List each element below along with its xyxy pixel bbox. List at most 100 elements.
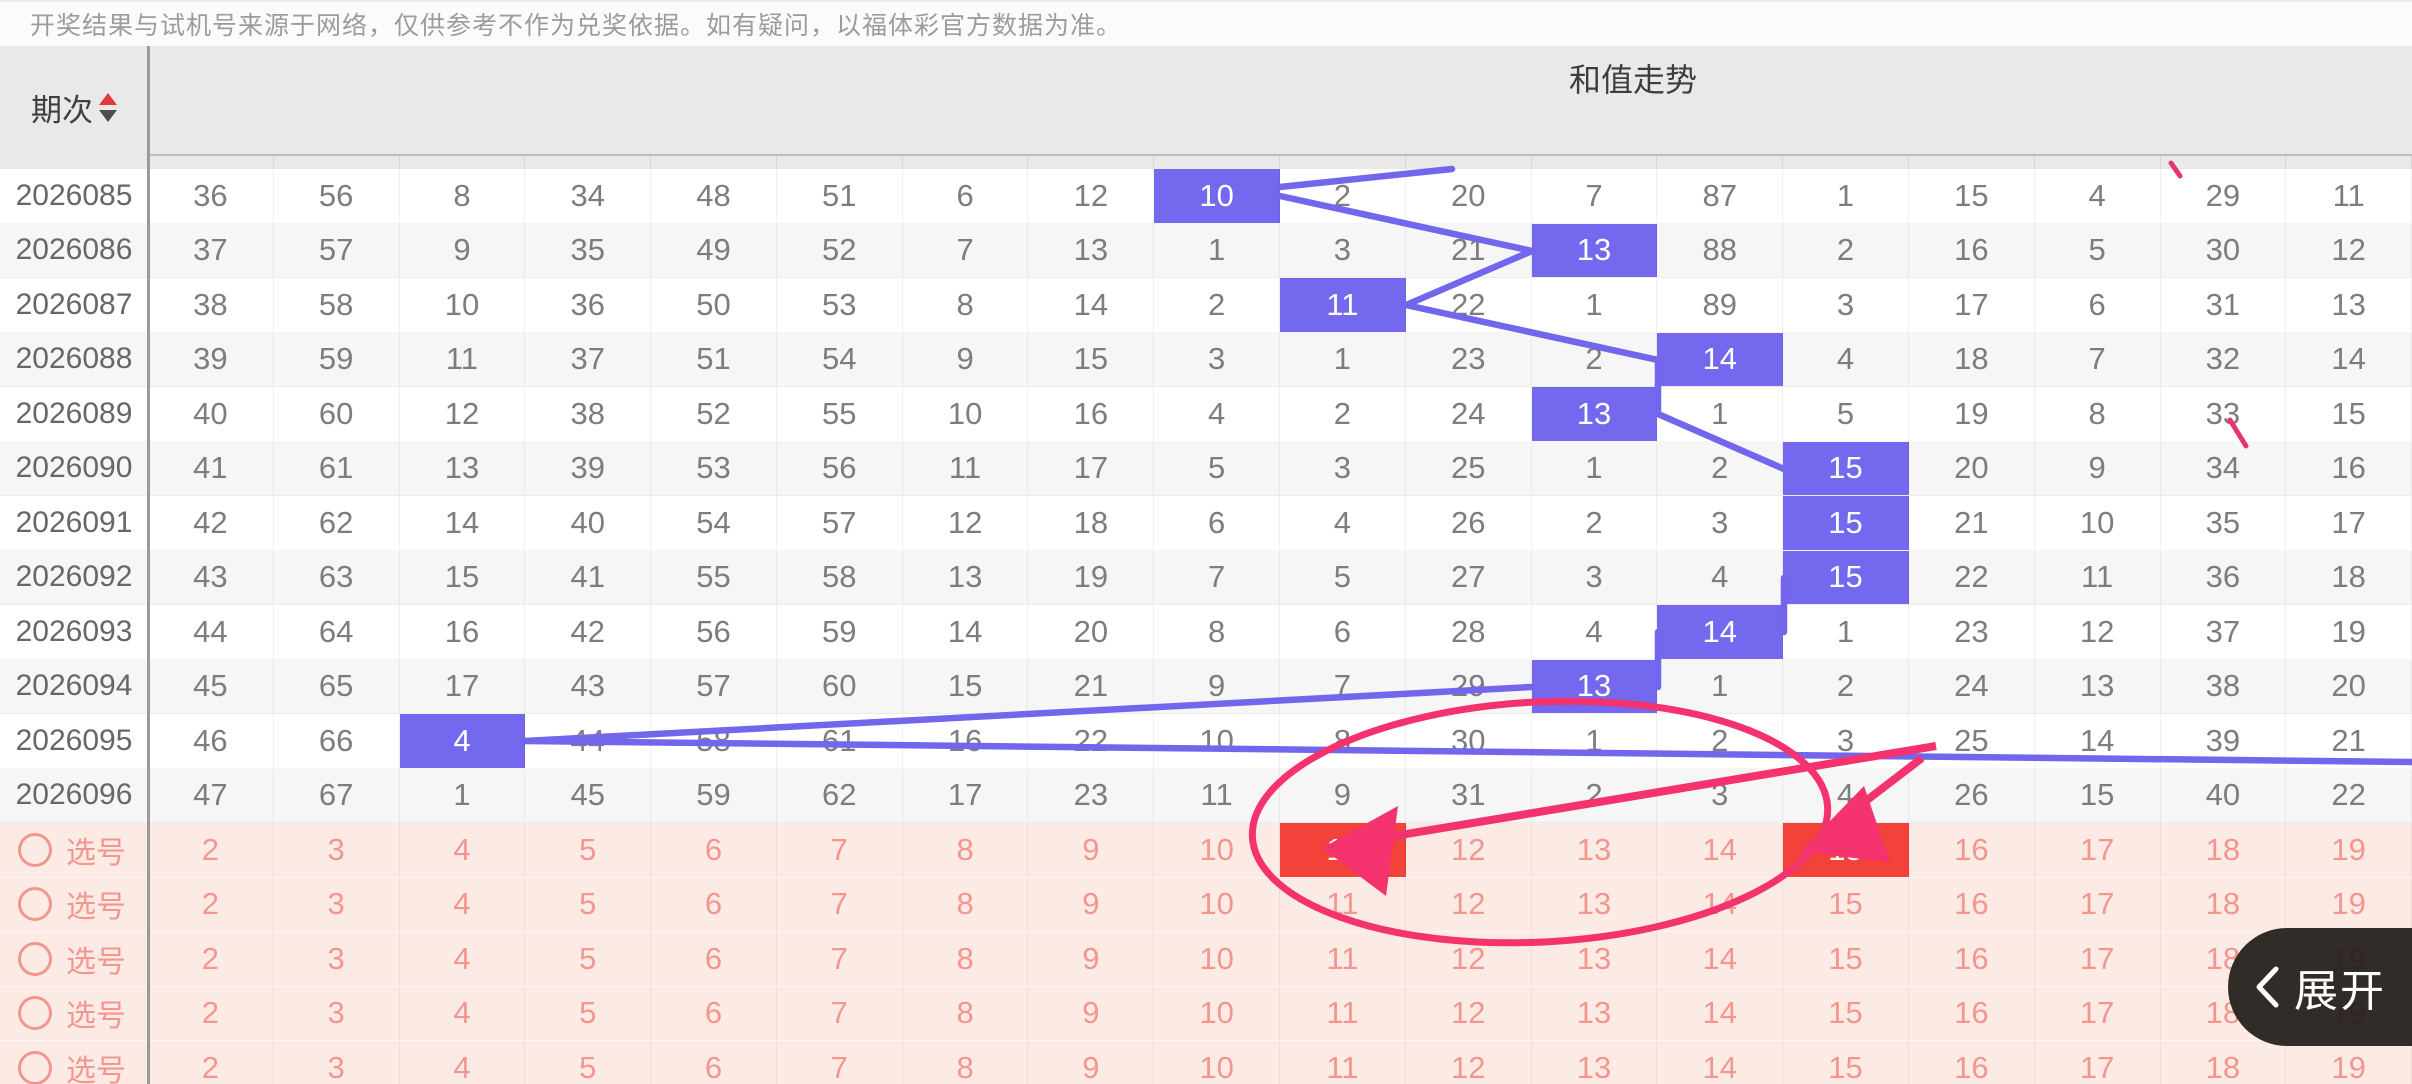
pick-number-9[interactable]: 9 <box>1028 932 1155 986</box>
pick-number-3[interactable]: 3 <box>274 986 400 1040</box>
pick-number-8[interactable]: 8 <box>903 1041 1029 1084</box>
pick-number-19[interactable]: 19 <box>2286 823 2412 877</box>
pick-number-5[interactable]: 5 <box>525 877 652 931</box>
pick-number-9[interactable]: 9 <box>1028 823 1155 877</box>
pick-number-7[interactable]: 7 <box>777 1041 903 1084</box>
pick-number-7[interactable]: 7 <box>777 932 903 986</box>
pick-number-13[interactable]: 13 <box>1532 1041 1658 1084</box>
pick-number-19[interactable]: 19 <box>2286 1041 2412 1084</box>
select-radio-circle[interactable] <box>18 1050 52 1084</box>
sort-icons[interactable] <box>99 93 117 122</box>
pick-number-11[interactable]: 11 <box>1280 986 1406 1040</box>
pick-number-5[interactable]: 5 <box>525 986 652 1040</box>
period-cell: 2026087 <box>15 287 133 321</box>
pick-number-4[interactable]: 4 <box>400 932 526 986</box>
pick-number-17[interactable]: 17 <box>2035 823 2161 877</box>
picked-number-15[interactable]: 15 <box>1783 823 1909 877</box>
pick-number-14[interactable]: 14 <box>1657 1041 1784 1084</box>
pick-number-10[interactable]: 10 <box>1154 1041 1281 1084</box>
pick-number-2[interactable]: 2 <box>148 823 274 877</box>
pick-number-13[interactable]: 13 <box>1532 877 1658 931</box>
pick-number-3[interactable]: 3 <box>274 877 400 931</box>
pick-number-5[interactable]: 5 <box>525 823 652 877</box>
pick-number-16[interactable]: 16 <box>1909 932 2035 986</box>
pick-number-14[interactable]: 14 <box>1657 986 1784 1040</box>
expand-button[interactable]: 展开 <box>2228 928 2412 1046</box>
pick-number-9[interactable]: 9 <box>1028 1041 1155 1084</box>
pick-number-3[interactable]: 3 <box>274 1041 400 1084</box>
pick-number-4[interactable]: 4 <box>400 877 526 931</box>
pick-number-12[interactable]: 12 <box>1406 877 1532 931</box>
pick-number-15[interactable]: 15 <box>1783 986 1909 1040</box>
period-column-header[interactable]: 期次 <box>0 46 148 169</box>
pick-number-17[interactable]: 17 <box>2035 986 2161 1040</box>
value-cell: 13 <box>1028 223 1155 277</box>
pick-number-16[interactable]: 16 <box>1909 823 2035 877</box>
pick-number-6[interactable]: 6 <box>651 932 777 986</box>
pick-number-9[interactable]: 9 <box>1028 877 1155 931</box>
pick-number-3[interactable]: 3 <box>274 932 400 986</box>
pick-number-10[interactable]: 10 <box>1154 877 1281 931</box>
pick-number-4[interactable]: 4 <box>400 986 526 1040</box>
sort-desc-icon[interactable] <box>99 110 117 122</box>
pick-number-9[interactable]: 9 <box>1028 986 1155 1040</box>
pick-number-7[interactable]: 7 <box>777 823 903 877</box>
pick-number-13[interactable]: 13 <box>1532 986 1658 1040</box>
pick-number-14[interactable]: 14 <box>1657 877 1784 931</box>
pick-number-17[interactable]: 17 <box>2035 932 2161 986</box>
pick-number-6[interactable]: 6 <box>651 877 777 931</box>
pick-number-19[interactable]: 19 <box>2286 877 2412 931</box>
pick-number-18[interactable]: 18 <box>2161 1041 2287 1084</box>
pick-number-11[interactable]: 11 <box>1280 932 1406 986</box>
sort-asc-icon[interactable] <box>99 93 117 105</box>
pick-number-8[interactable]: 8 <box>903 986 1029 1040</box>
select-radio-circle[interactable] <box>18 996 52 1031</box>
pick-number-18[interactable]: 18 <box>2161 877 2287 931</box>
select-radio-circle[interactable] <box>18 887 52 922</box>
pick-number-13[interactable]: 13 <box>1532 932 1658 986</box>
pick-number-3[interactable]: 3 <box>274 823 400 877</box>
pick-number-17[interactable]: 17 <box>2035 877 2161 931</box>
pick-number-6[interactable]: 6 <box>651 823 777 877</box>
pick-number-14[interactable]: 14 <box>1657 823 1784 877</box>
pick-number-2[interactable]: 2 <box>148 877 274 931</box>
pick-number-12[interactable]: 12 <box>1406 932 1532 986</box>
pick-number-8[interactable]: 8 <box>903 823 1029 877</box>
pick-number-2[interactable]: 2 <box>148 986 274 1040</box>
pick-number-10[interactable]: 10 <box>1154 932 1281 986</box>
pick-number-15[interactable]: 15 <box>1783 1041 1909 1084</box>
pick-number-15[interactable]: 15 <box>1783 932 1909 986</box>
pick-number-10[interactable]: 10 <box>1154 823 1281 877</box>
pick-number-11[interactable]: 11 <box>1280 877 1406 931</box>
pick-number-16[interactable]: 16 <box>1909 877 2035 931</box>
pick-number-8[interactable]: 8 <box>903 932 1029 986</box>
pick-number-15[interactable]: 15 <box>1783 877 1909 931</box>
pick-number-8[interactable]: 8 <box>903 877 1029 931</box>
picked-number-11[interactable]: 11 <box>1280 823 1406 877</box>
pick-number-13[interactable]: 13 <box>1532 823 1658 877</box>
pick-number-4[interactable]: 4 <box>400 1041 526 1084</box>
pick-number-16[interactable]: 16 <box>1909 986 2035 1040</box>
pick-number-6[interactable]: 6 <box>651 1041 777 1084</box>
pick-number-2[interactable]: 2 <box>148 1041 274 1084</box>
value-cell: 5 <box>1154 441 1281 495</box>
value-cell: 38 <box>2161 659 2287 713</box>
pick-number-18[interactable]: 18 <box>2161 823 2287 877</box>
pick-number-17[interactable]: 17 <box>2035 1041 2161 1084</box>
pick-number-12[interactable]: 12 <box>1406 823 1532 877</box>
select-radio-circle[interactable] <box>18 941 52 976</box>
pick-number-2[interactable]: 2 <box>148 932 274 986</box>
pick-number-10[interactable]: 10 <box>1154 986 1281 1040</box>
pick-number-5[interactable]: 5 <box>525 932 652 986</box>
select-radio-circle[interactable] <box>18 832 52 867</box>
pick-number-16[interactable]: 16 <box>1909 1041 2035 1084</box>
pick-number-11[interactable]: 11 <box>1280 1041 1406 1084</box>
pick-number-7[interactable]: 7 <box>777 877 903 931</box>
pick-number-12[interactable]: 12 <box>1406 1041 1532 1084</box>
pick-number-14[interactable]: 14 <box>1657 932 1784 986</box>
pick-number-4[interactable]: 4 <box>400 823 526 877</box>
pick-number-7[interactable]: 7 <box>777 986 903 1040</box>
pick-number-12[interactable]: 12 <box>1406 986 1532 1040</box>
pick-number-6[interactable]: 6 <box>651 986 777 1040</box>
pick-number-5[interactable]: 5 <box>525 1041 652 1084</box>
